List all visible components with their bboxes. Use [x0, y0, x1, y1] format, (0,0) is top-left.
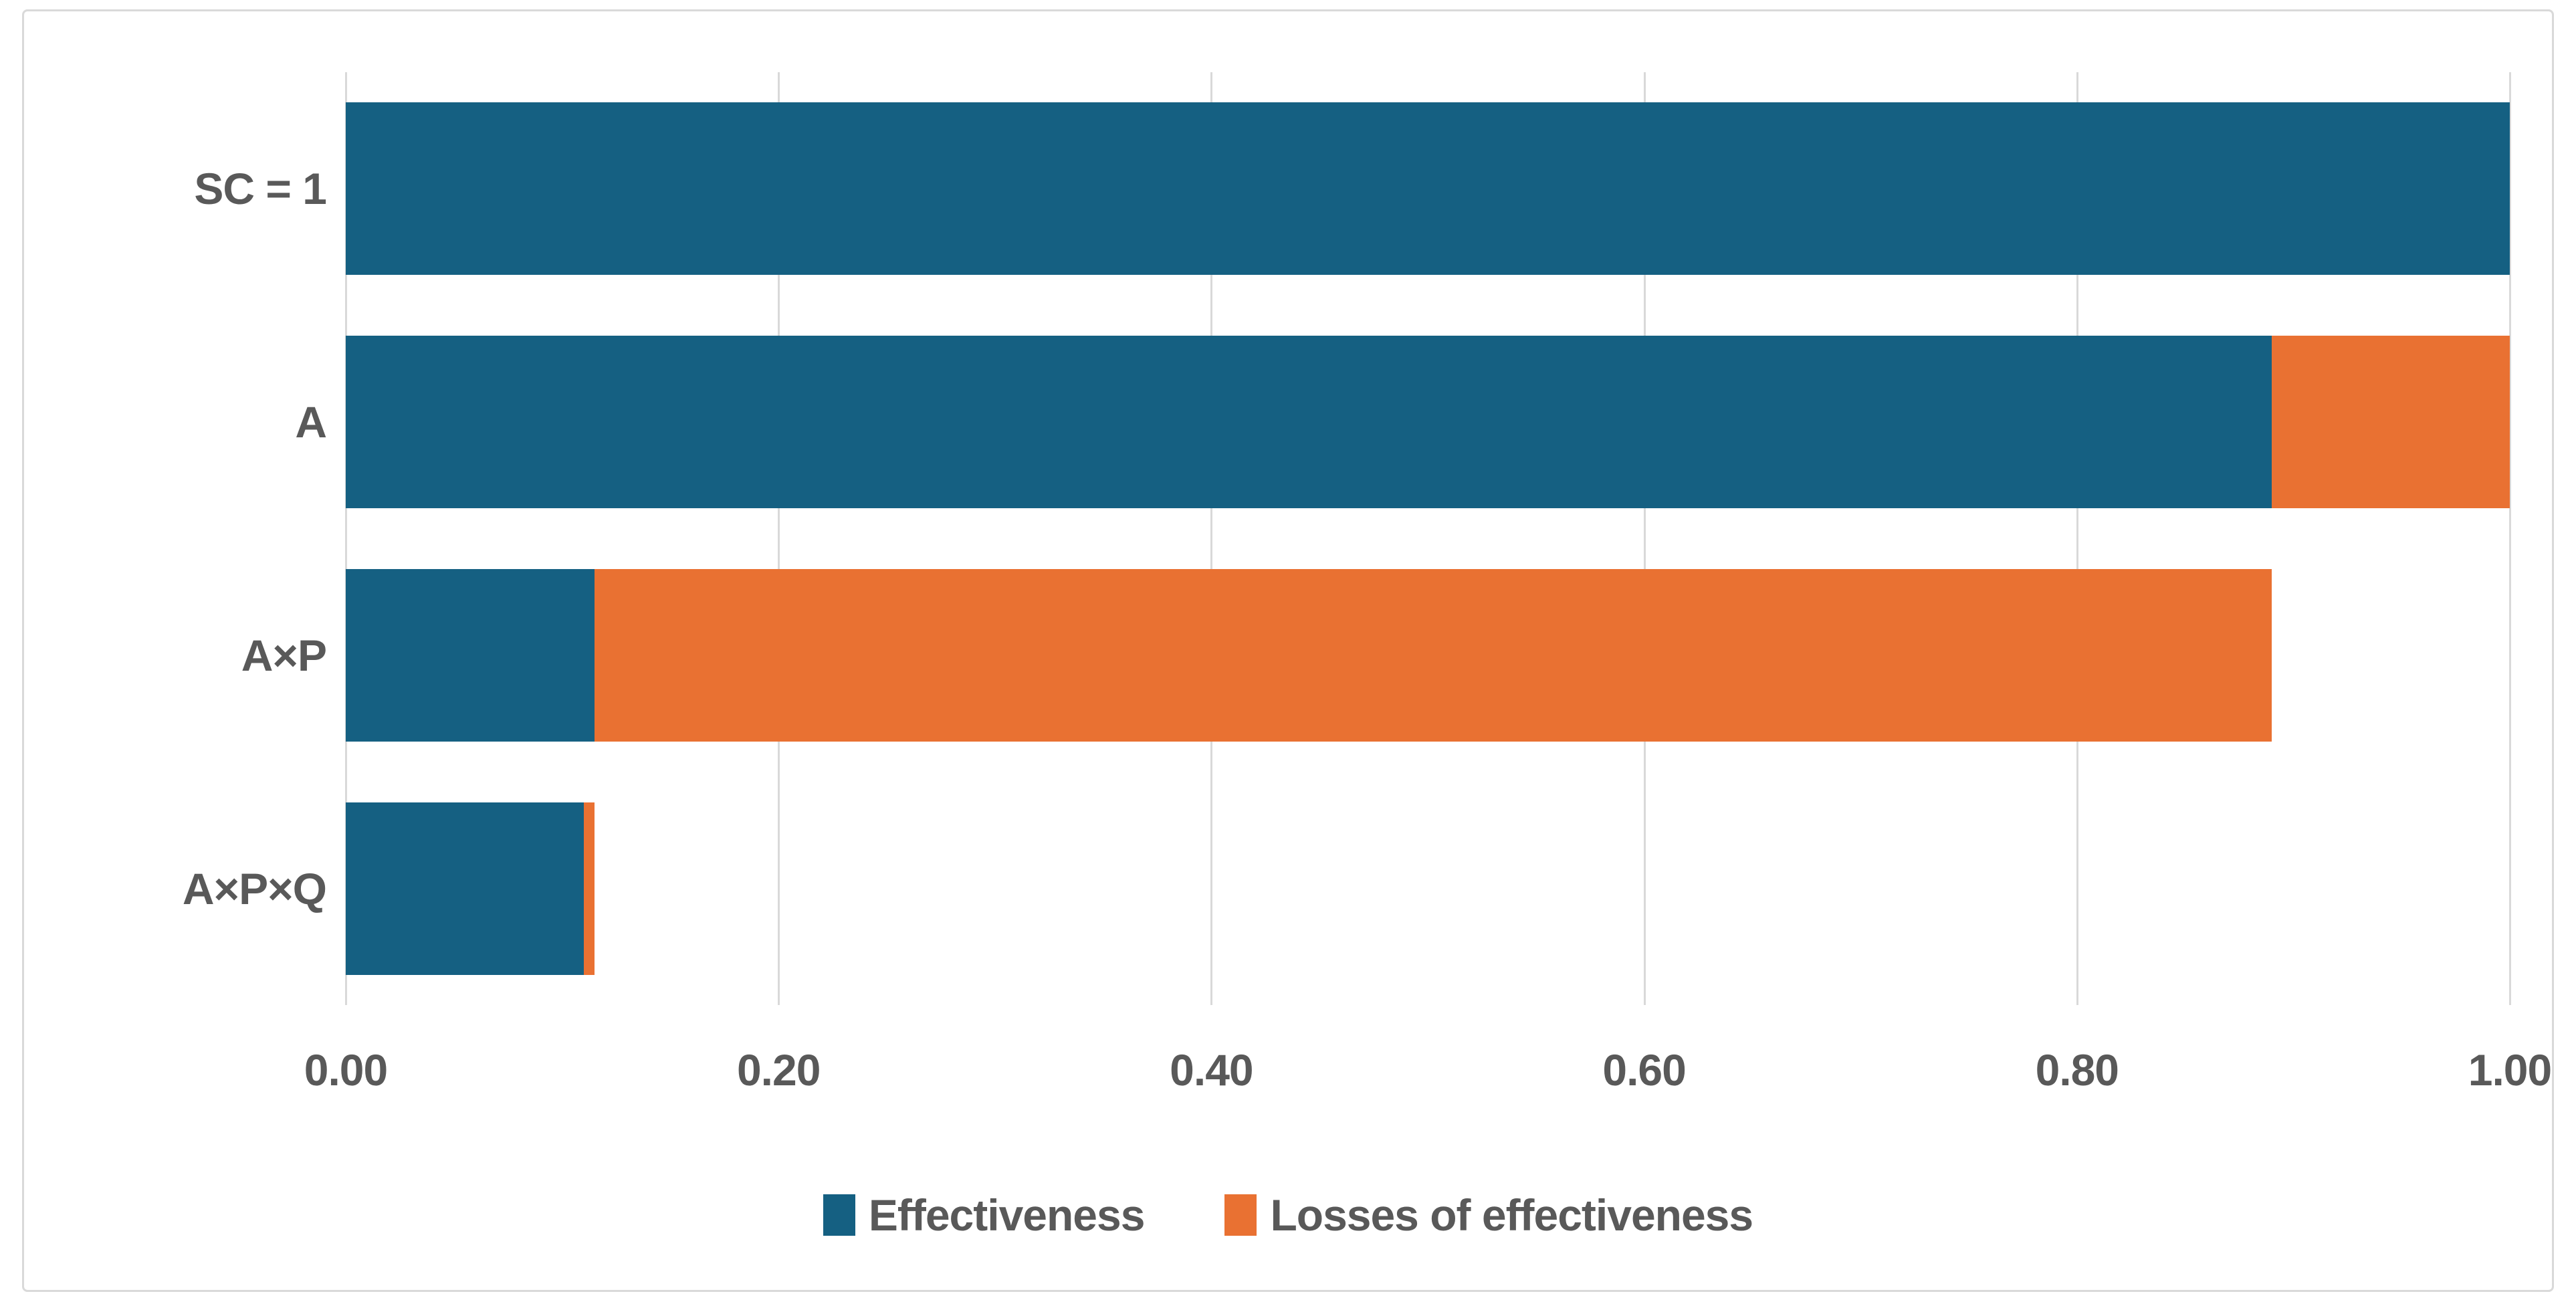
category-label: SC = 1	[194, 164, 327, 214]
gridline	[345, 72, 347, 1005]
legend-item-effectiveness: Effectiveness	[823, 1190, 1145, 1240]
category-label: A×P	[241, 630, 327, 680]
x-tick-label: 0.20	[736, 1045, 821, 1095]
x-tick-label: 0.00	[304, 1045, 388, 1095]
x-tick-label: 0.80	[2035, 1045, 2119, 1095]
x-tick-label: 1.00	[2468, 1045, 2552, 1095]
bar-segment-losses-of-effectiveness	[2272, 336, 2510, 509]
bar-row	[346, 802, 2510, 975]
bar-segment-effectiveness	[346, 102, 2510, 276]
gridline	[1643, 72, 1646, 1005]
plot-area	[345, 72, 2511, 1005]
legend-label: Losses of effectiveness	[1270, 1190, 1753, 1240]
bar-segment-losses-of-effectiveness	[583, 802, 595, 975]
bar-segment-effectiveness	[346, 802, 584, 975]
chart-frame: Effectiveness Losses of effectiveness 0.0…	[22, 9, 2554, 1292]
gridline	[2509, 72, 2511, 1005]
legend-swatch-icon	[823, 1194, 855, 1236]
gridline	[2076, 72, 2078, 1005]
gridline	[778, 72, 780, 1005]
legend-label: Effectiveness	[868, 1190, 1146, 1240]
bar-row	[346, 336, 2510, 509]
legend-swatch-icon	[1224, 1194, 1257, 1236]
category-label: A×P×Q	[182, 863, 327, 913]
gridline	[1210, 72, 1213, 1005]
x-tick-label: 0.40	[1170, 1045, 1253, 1095]
bar-row	[346, 102, 2510, 276]
legend: Effectiveness Losses of effectiveness	[24, 1190, 2552, 1240]
bar-row	[346, 568, 2510, 742]
x-tick-label: 0.60	[1602, 1045, 1686, 1095]
category-label: A	[295, 397, 327, 447]
bar-segment-losses-of-effectiveness	[595, 568, 2272, 742]
legend-item-losses-of-effectiveness: Losses of effectiveness	[1224, 1190, 1753, 1240]
bar-segment-effectiveness	[346, 568, 595, 742]
bar-segment-effectiveness	[346, 336, 2272, 509]
